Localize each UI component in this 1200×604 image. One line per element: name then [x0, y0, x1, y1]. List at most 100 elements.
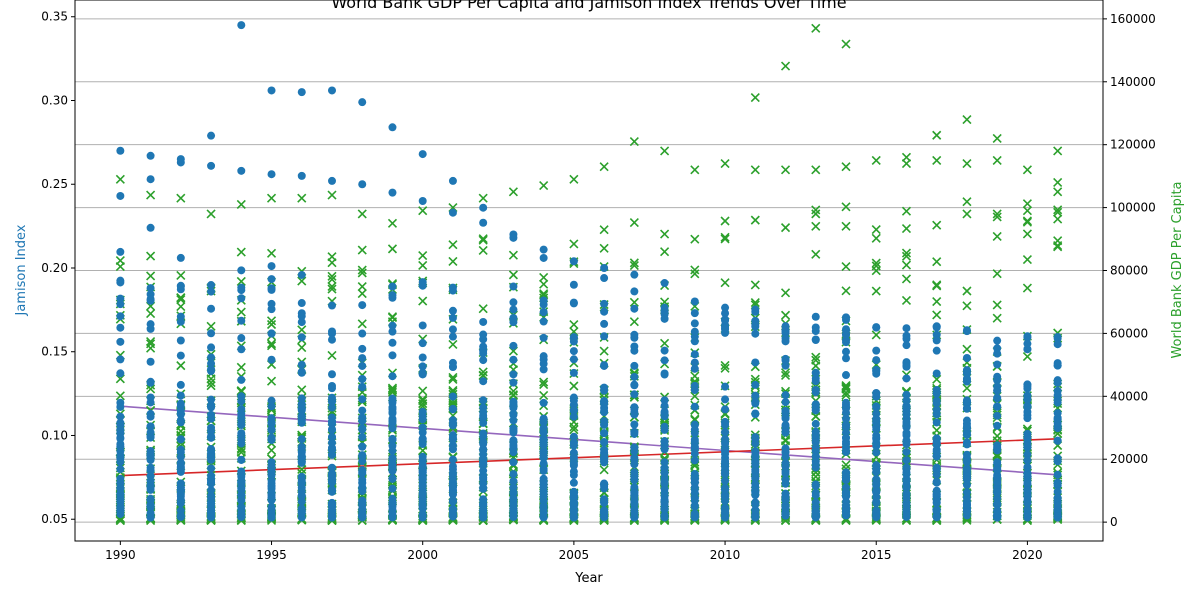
jamison-point — [812, 420, 820, 428]
jamison-point — [812, 438, 820, 446]
jamison-point — [661, 412, 669, 420]
jamison-point — [388, 282, 396, 290]
jamison-point — [1054, 457, 1062, 465]
jamison-point — [842, 440, 850, 448]
jamison-point — [388, 328, 396, 336]
x-tick-label: 2010 — [710, 548, 741, 562]
jamison-point — [721, 477, 729, 485]
jamison-point — [933, 418, 941, 426]
jamison-point — [116, 324, 124, 332]
jamison-point — [237, 284, 245, 292]
jamison-point — [812, 431, 820, 439]
jamison-point — [147, 325, 155, 333]
jamison-point — [933, 478, 941, 486]
jamison-point — [1054, 471, 1062, 479]
jamison-point — [237, 421, 245, 429]
jamison-point — [600, 420, 608, 428]
jamison-point — [661, 513, 669, 521]
jamison-point — [933, 506, 941, 514]
jamison-point — [630, 381, 638, 389]
jamison-point — [509, 458, 517, 466]
jamison-point — [782, 334, 790, 342]
jamison-point — [449, 465, 457, 473]
jamison-point — [449, 456, 457, 464]
jamison-point — [358, 501, 366, 509]
jamison-point — [872, 366, 880, 374]
jamison-point — [147, 467, 155, 475]
jamison-point — [630, 475, 638, 483]
jamison-point — [328, 451, 336, 459]
jamison-point — [479, 331, 487, 339]
jamison-point — [358, 345, 366, 353]
jamison-point — [147, 452, 155, 460]
y-left-tick-label: 0.30 — [41, 93, 68, 107]
jamison-point — [116, 248, 124, 256]
jamison-point — [721, 459, 729, 467]
x-tick-label: 1990 — [105, 548, 136, 562]
jamison-point — [751, 358, 759, 366]
jamison-point — [207, 434, 215, 442]
jamison-point — [449, 287, 457, 295]
jamison-point — [328, 417, 336, 425]
jamison-point — [509, 448, 517, 456]
jamison-point — [116, 355, 124, 363]
jamison-point — [661, 347, 669, 355]
x-axis-label: Year — [574, 571, 603, 586]
jamison-point — [933, 336, 941, 344]
jamison-point — [419, 408, 427, 416]
jamison-point — [177, 254, 185, 262]
jamison-point — [207, 509, 215, 517]
jamison-point — [570, 468, 578, 476]
jamison-point — [358, 426, 366, 434]
jamison-point — [933, 448, 941, 456]
jamison-point — [661, 315, 669, 323]
jamison-point — [298, 413, 306, 421]
jamison-point — [449, 325, 457, 333]
jamison-point — [1023, 340, 1031, 348]
jamison-point — [177, 468, 185, 476]
jamison-point — [872, 323, 880, 331]
jamison-point — [721, 506, 729, 514]
jamison-point — [782, 494, 790, 502]
jamison-point — [902, 404, 910, 412]
jamison-point — [116, 465, 124, 473]
jamison-point — [358, 433, 366, 441]
jamison-point — [449, 177, 457, 185]
jamison-point — [812, 402, 820, 410]
jamison-point — [298, 172, 306, 180]
jamison-point — [479, 377, 487, 385]
jamison-point — [842, 473, 850, 481]
jamison-point — [782, 511, 790, 519]
jamison-point — [872, 426, 880, 434]
jamison-point — [630, 495, 638, 503]
jamison-point — [479, 204, 487, 212]
jamison-point — [268, 503, 276, 511]
jamison-point — [661, 356, 669, 364]
jamison-point — [540, 467, 548, 475]
jamison-point — [933, 397, 941, 405]
jamison-point — [358, 513, 366, 521]
jamison-point — [661, 500, 669, 508]
jamison-point — [177, 282, 185, 290]
jamison-point — [116, 440, 124, 448]
jamison-point — [842, 448, 850, 456]
jamison-point — [388, 475, 396, 483]
jamison-point — [237, 376, 245, 384]
jamison-point — [570, 355, 578, 363]
jamison-point — [1054, 480, 1062, 488]
jamison-point — [207, 396, 215, 404]
jamison-point — [268, 286, 276, 294]
jamison-point — [116, 503, 124, 511]
jamison-point — [721, 309, 729, 317]
jamison-point — [237, 317, 245, 325]
jamison-point — [630, 362, 638, 370]
jamison-point — [993, 376, 1001, 384]
jamison-point — [963, 457, 971, 465]
jamison-point — [479, 408, 487, 416]
jamison-point — [177, 392, 185, 400]
jamison-point — [993, 394, 1001, 402]
jamison-point — [449, 307, 457, 315]
jamison-point — [1054, 340, 1062, 348]
jamison-point — [449, 506, 457, 514]
jamison-point — [782, 421, 790, 429]
